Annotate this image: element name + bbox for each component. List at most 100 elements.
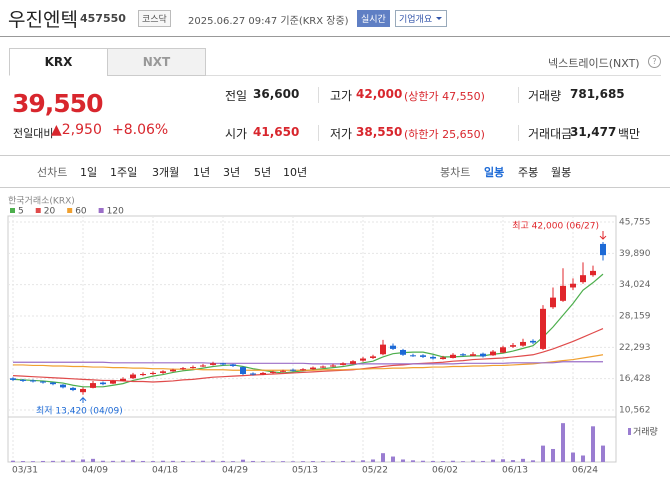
period-button[interactable]: 5년	[254, 166, 272, 179]
volume-bar	[181, 460, 185, 462]
period-button[interactable]: 1주일	[110, 166, 138, 179]
volume-bar	[251, 460, 255, 462]
volume-bar	[491, 459, 495, 462]
period-button[interactable]: 1일	[80, 166, 98, 179]
volume-bar	[111, 460, 115, 462]
volume-bar	[361, 460, 365, 462]
volume-bar	[461, 461, 465, 462]
volume-bar	[541, 445, 545, 462]
summary-value: 42,000	[356, 87, 403, 101]
summary-divider	[318, 87, 319, 103]
period-button[interactable]: 1년	[193, 166, 211, 179]
volume-bar	[271, 461, 275, 462]
volume-bar	[301, 461, 305, 462]
candle-body	[300, 369, 306, 371]
volume-bar	[421, 460, 425, 462]
candle-period-button[interactable]: 일봉	[484, 166, 505, 179]
volume-bar	[561, 423, 565, 462]
candle-period-button[interactable]: 월봉	[551, 166, 572, 179]
candle-body	[170, 369, 176, 372]
company-info-dropdown[interactable]: 기업개요	[395, 10, 448, 27]
volume-bar	[511, 460, 515, 462]
legend-label: 20	[44, 207, 56, 217]
candle-body	[500, 347, 506, 353]
x-tick-label: 06/02	[432, 466, 458, 476]
timestamp: 2025.06.27 09:47 기준(KRX 장중)	[188, 16, 349, 27]
candle-body	[100, 382, 106, 385]
x-tick-label: 03/31	[12, 466, 38, 476]
krx-tab[interactable]: KRX	[9, 48, 108, 76]
candle-body	[90, 383, 96, 388]
x-tick-label: 06/13	[502, 466, 528, 476]
candle-body	[180, 368, 186, 370]
legend-label: 120	[107, 207, 124, 217]
summary-value: 781,685	[570, 87, 625, 101]
line-chart-label: 선차트	[37, 166, 68, 179]
y-tick-label: 16,428	[619, 374, 651, 384]
summary-divider	[518, 87, 519, 103]
volume-bar	[591, 426, 595, 462]
candle-body	[200, 365, 206, 367]
volume-legend-swatch	[628, 428, 631, 435]
volume-bar	[261, 461, 265, 462]
summary-label: 거래대금	[528, 127, 573, 141]
legend-label: 60	[75, 207, 87, 217]
candle-body	[190, 367, 196, 369]
volume-bar	[521, 458, 525, 462]
summary-label: 거래량	[528, 89, 562, 103]
candle-body	[230, 364, 236, 366]
candle-period-button[interactable]: 주봉	[518, 166, 539, 179]
candle-body	[360, 358, 366, 361]
period-button[interactable]: 10년	[283, 166, 308, 179]
legend-swatch	[98, 208, 104, 213]
realtime-badge[interactable]: 실시간	[357, 10, 390, 27]
volume-bar	[21, 461, 25, 462]
moving-average-line	[13, 354, 604, 371]
candle-body	[600, 243, 606, 256]
candle-body	[590, 270, 596, 276]
volume-bar	[281, 461, 285, 462]
volume-bar	[551, 448, 555, 462]
candle-body	[270, 371, 276, 373]
candle-body	[210, 363, 216, 365]
volume-bar	[401, 459, 405, 462]
volume-bar	[341, 460, 345, 462]
candle-body	[260, 372, 266, 375]
volume-bar	[451, 460, 455, 462]
candle-body	[110, 380, 116, 384]
volume-bar	[291, 461, 295, 462]
candle-body	[250, 373, 256, 375]
chart-group: 한국거래소(KRX)5 20 60 120 10,562 16,428 22,293 28,1…	[7, 196, 658, 476]
y-tick-label: 22,293	[619, 343, 651, 353]
y-tick-label: 10,562	[619, 406, 651, 416]
candle-body	[140, 374, 146, 376]
volume-bar	[221, 460, 225, 462]
volume-bar	[241, 459, 245, 462]
legend-label: 5	[18, 207, 24, 217]
volume-bar	[481, 460, 485, 462]
volume-bar	[121, 460, 125, 462]
summary-value: 38,550	[356, 125, 403, 139]
x-tick-label: 05/22	[362, 466, 388, 476]
volume-bar	[191, 461, 195, 462]
volume-bar	[321, 461, 325, 462]
period-button[interactable]: 3개월	[152, 166, 180, 179]
candle-body	[520, 341, 526, 346]
candle-body	[410, 355, 416, 357]
candle-body	[130, 374, 136, 379]
candle-body	[450, 354, 456, 358]
volume-bar	[381, 453, 385, 462]
nxt-tab[interactable]: NXT	[107, 48, 206, 76]
market-badge: 코스닥	[138, 10, 171, 27]
candle-body	[320, 366, 326, 368]
volume-bar	[351, 460, 355, 462]
x-tick-label: 04/09	[82, 466, 108, 476]
candle-body	[540, 308, 546, 349]
volume-bar	[471, 460, 475, 462]
period-button[interactable]: 3년	[223, 166, 241, 179]
volume-bar	[91, 458, 95, 462]
help-icon[interactable]: ?	[648, 55, 661, 68]
summary-value: 31,477	[570, 125, 617, 139]
nxt-link[interactable]: 넥스트레이드(NXT)	[548, 57, 640, 70]
